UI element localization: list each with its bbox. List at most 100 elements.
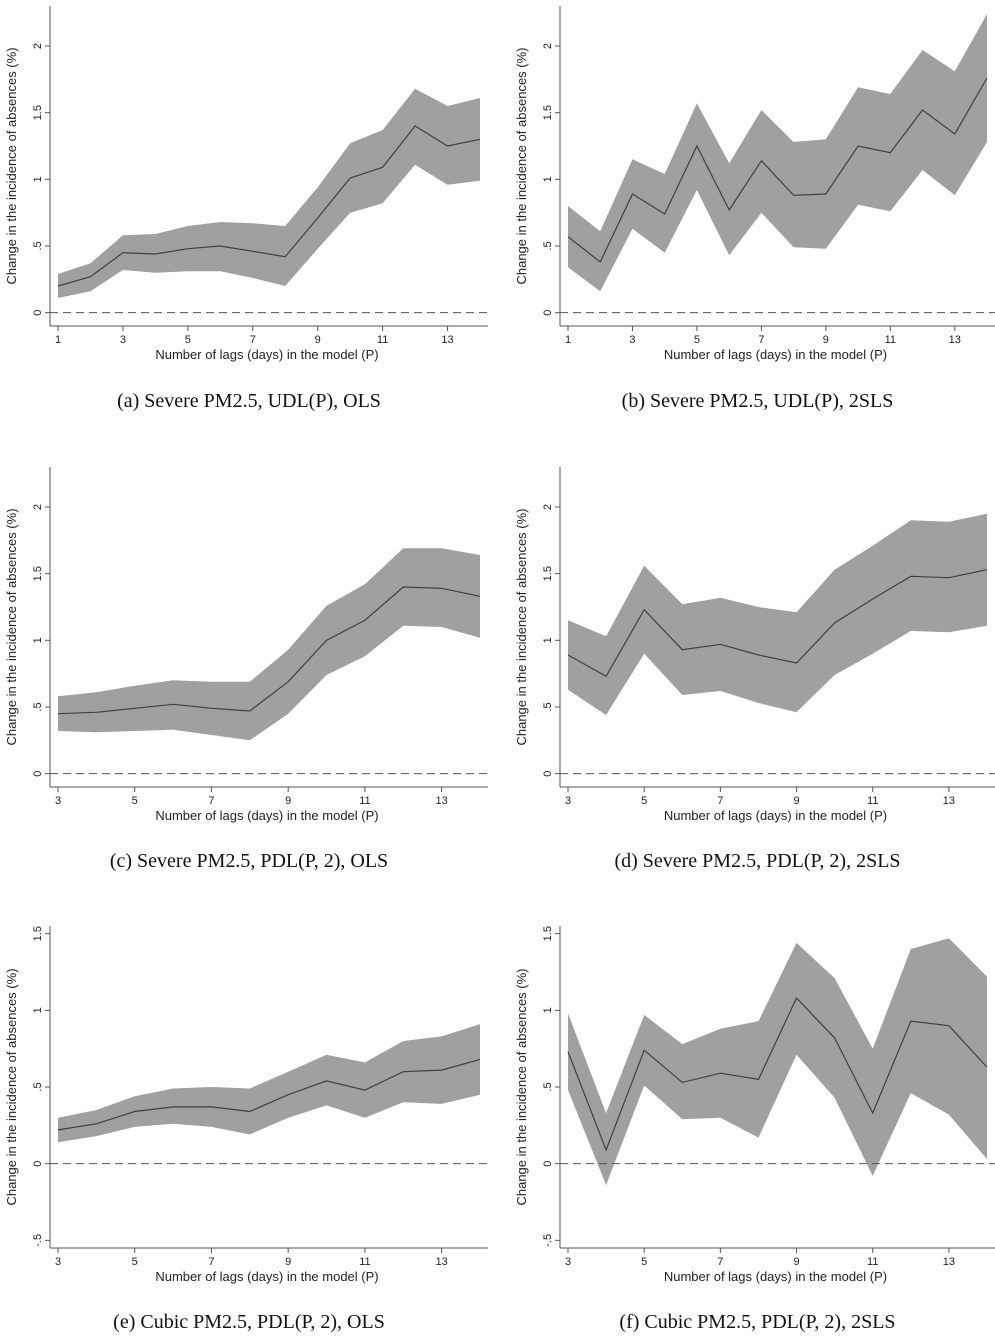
panel-caption: (e) Cubic PM2.5, PDL(P, 2), OLS	[113, 1311, 385, 1333]
x-tick-label: 11	[885, 334, 896, 346]
y-tick-label: 1	[542, 176, 554, 182]
y-tick-label: .5	[32, 1082, 44, 1091]
y-axis-title: Change in the incidence of absences (%)	[514, 47, 529, 284]
x-tick-label: 7	[717, 795, 723, 807]
y-tick-label: 0	[32, 1161, 44, 1167]
y-tick-label: 2	[542, 43, 554, 49]
confidence-band	[568, 14, 987, 292]
x-tick-label: 11	[867, 1256, 878, 1268]
y-tick-label: 1	[32, 1007, 44, 1013]
y-axis-title: Change in the incidence of absences (%)	[4, 508, 19, 745]
chart-panel: 0 .5 1 1.5 2 3 5 7 9 11 13 Number of lags (days) in…	[4, 467, 488, 872]
y-tick-label: 1.5	[542, 105, 554, 120]
y-tick-label: 0	[542, 310, 554, 316]
y-tick-label: 1.5	[32, 105, 44, 120]
x-tick-label: 7	[250, 334, 256, 346]
y-tick-label: .5	[542, 702, 554, 711]
y-tick-label: 0	[542, 1161, 554, 1167]
x-tick-label: 9	[823, 334, 829, 346]
y-tick-label: 1.5	[542, 566, 554, 581]
x-tick-label: 11	[377, 334, 388, 346]
x-tick-label: 9	[793, 795, 799, 807]
x-tick-label: 3	[55, 795, 61, 807]
y-axis-title: Change in the incidence of absences (%)	[514, 508, 529, 745]
x-tick-label: 11	[359, 795, 370, 807]
x-tick-label: 3	[629, 334, 635, 346]
x-tick-label: 13	[436, 795, 448, 807]
y-tick-label: 2	[32, 504, 44, 510]
y-tick-label: -.5	[32, 1234, 44, 1247]
x-tick-label: 9	[285, 1256, 291, 1268]
y-tick-label: 0	[32, 771, 44, 777]
x-tick-label: 7	[758, 334, 764, 346]
chart-panel: 0 .5 1 1.5 2 3 5 7 9 11 13 Number of lags (days) in…	[514, 467, 995, 872]
y-tick-label: 2	[542, 504, 554, 510]
x-tick-label: 5	[694, 334, 700, 346]
y-tick-label: 1	[542, 1007, 554, 1013]
x-axis-title: Number of lags (days) in the model (P)	[664, 808, 887, 823]
x-tick-label: 7	[717, 1256, 723, 1268]
x-tick-label: 3	[55, 1256, 61, 1268]
confidence-band	[58, 548, 480, 741]
x-tick-label: 5	[185, 334, 191, 346]
y-axis-title: Change in the incidence of absences (%)	[514, 968, 529, 1205]
estimate-line	[567, 569, 988, 678]
x-tick-label: 1	[55, 334, 61, 346]
y-tick-label: 1	[32, 176, 44, 182]
x-axis-title: Number of lags (days) in the model (P)	[664, 1269, 887, 1284]
estimate-line	[57, 586, 481, 715]
panel-caption: (d) Severe PM2.5, PDL(P, 2), 2SLS	[614, 850, 900, 872]
x-tick-label: 13	[949, 334, 961, 346]
y-tick-label: 1.5	[32, 566, 44, 581]
x-tick-label: 5	[641, 795, 647, 807]
estimate-line	[567, 77, 988, 263]
x-tick-label: 11	[867, 795, 878, 807]
y-tick-label: 1	[542, 637, 554, 643]
x-axis-title: Number of lags (days) in the model (P)	[664, 347, 887, 362]
confidence-band	[568, 938, 987, 1186]
panel-caption: (c) Severe PM2.5, PDL(P, 2), OLS	[110, 850, 388, 872]
x-axis-title: Number of lags (days) in the model (P)	[155, 347, 378, 362]
estimate-line	[57, 1058, 481, 1131]
y-axis-title: Change in the incidence of absences (%)	[4, 968, 19, 1205]
y-tick-label: 1	[32, 637, 44, 643]
x-axis-title: Number of lags (days) in the model (P)	[155, 808, 378, 823]
y-tick-label: .5	[542, 1082, 554, 1091]
x-tick-label: 5	[641, 1256, 647, 1268]
x-tick-label: 13	[943, 1256, 955, 1268]
x-tick-label: 13	[943, 795, 955, 807]
panel-caption: (a) Severe PM2.5, UDL(P), OLS	[117, 390, 381, 412]
y-tick-label: .5	[542, 241, 554, 250]
y-tick-label: -.5	[542, 1234, 554, 1247]
estimate-line	[567, 997, 988, 1152]
confidence-band	[568, 513, 987, 715]
x-tick-label: 5	[132, 1256, 138, 1268]
x-tick-label: 3	[565, 1256, 571, 1268]
y-tick-label: 0	[32, 310, 44, 316]
chart-panel: -.5 0 .5 1 1.5 3 5 7 9 11 13 Number of lags (days) …	[4, 926, 488, 1333]
x-tick-label: 9	[315, 334, 321, 346]
confidence-band	[58, 1024, 480, 1143]
x-tick-label: 7	[208, 795, 214, 807]
y-tick-label: .5	[32, 241, 44, 250]
y-axis-title: Change in the incidence of absences (%)	[4, 47, 19, 284]
confidence-band	[58, 88, 480, 298]
x-tick-label: 3	[565, 795, 571, 807]
x-tick-label: 13	[436, 1256, 448, 1268]
y-tick-label: 0	[542, 771, 554, 777]
x-tick-label: 3	[120, 334, 126, 346]
x-tick-label: 1	[565, 334, 571, 346]
x-tick-label: 5	[132, 795, 138, 807]
panel-caption: (f) Cubic PM2.5, PDL(P, 2), 2SLS	[619, 1311, 895, 1333]
chart-panel: -.5 0 .5 1 1.5 3 5 7 9 11 13 Number of lags (days) …	[514, 926, 995, 1333]
y-tick-label: .5	[32, 702, 44, 711]
x-tick-label: 11	[359, 1256, 370, 1268]
x-tick-label: 9	[793, 1256, 799, 1268]
x-tick-label: 13	[441, 334, 453, 346]
x-axis-title: Number of lags (days) in the model (P)	[155, 1269, 378, 1284]
y-tick-label: 1.5	[32, 926, 44, 941]
y-tick-label: 1.5	[542, 926, 554, 941]
